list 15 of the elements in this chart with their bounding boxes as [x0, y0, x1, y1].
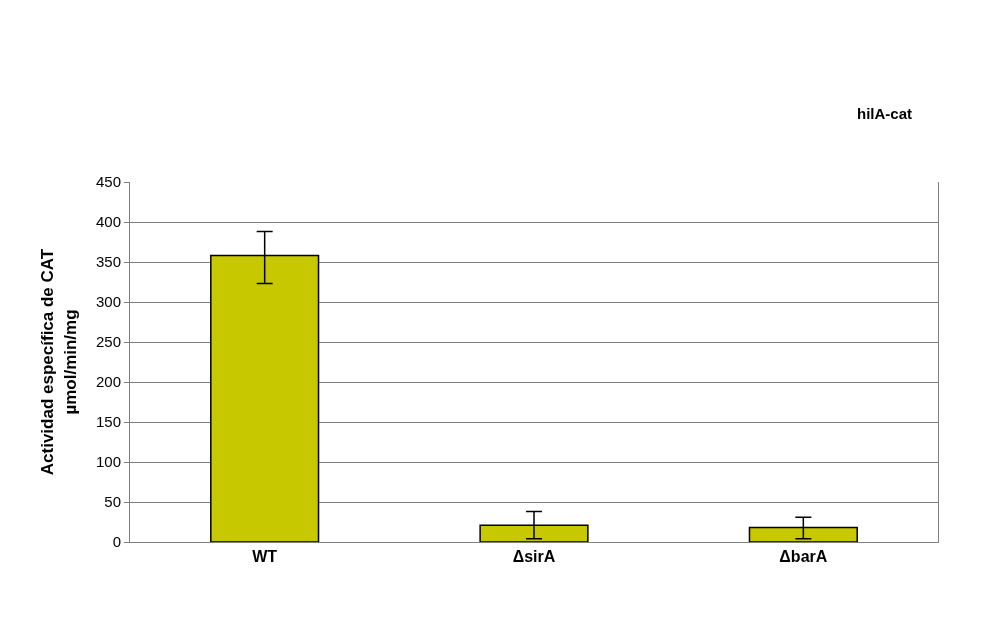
y-tick-label: 300	[95, 293, 121, 311]
text: hilA-cat	[857, 105, 913, 122]
y-tick-label: 0	[112, 533, 121, 551]
x-tick-label: WT	[252, 548, 278, 566]
y-axis-title: Actividad específica de CAT µmol/min/mg	[38, 248, 80, 476]
x-tick-label: ΔbarA	[779, 548, 828, 566]
y-tick-label: 200	[95, 373, 121, 391]
y-tick-label: 400	[95, 213, 121, 231]
y-tick-label: 150	[95, 413, 121, 431]
y-tick-label: 450	[95, 173, 121, 191]
y-tick-label: 250	[95, 333, 121, 351]
y-tick-label: 350	[95, 253, 121, 271]
y-tick-label: 100	[95, 453, 121, 471]
x-tick-label: ΔsirA	[512, 548, 556, 566]
y-tick-label: 50	[104, 493, 121, 511]
